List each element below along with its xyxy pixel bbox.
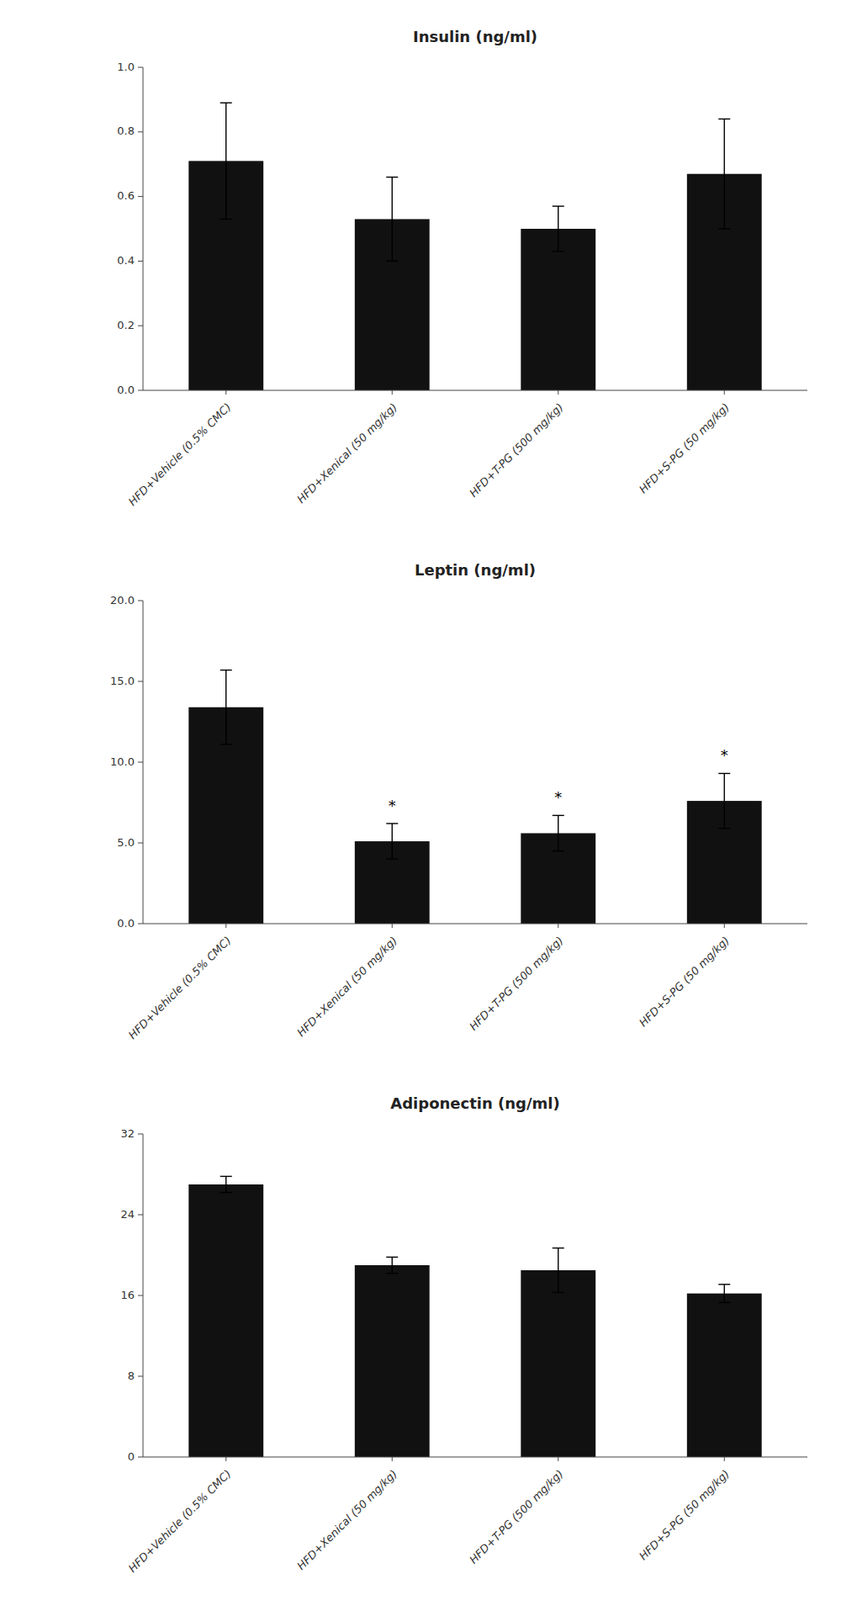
- y-tick: [137, 390, 143, 392]
- error-bar: [386, 823, 398, 859]
- y-tick-label: 24: [120, 1207, 135, 1221]
- y-tick-label: 0.8: [116, 124, 135, 138]
- category-label: HFD+S-PG (50 mg/kg): [636, 1466, 732, 1562]
- x-tick: [724, 923, 725, 928]
- y-axis: [142, 1133, 144, 1457]
- error-bar: [220, 1175, 233, 1192]
- error-bar: [552, 814, 565, 851]
- y-tick: [137, 842, 143, 844]
- y-tick-label: 10.0: [110, 755, 135, 768]
- bar: [188, 1184, 264, 1457]
- y-tick-label: 0.0: [116, 916, 135, 930]
- bar: [687, 1293, 762, 1457]
- y-tick-label: 32: [120, 1126, 135, 1140]
- x-tick: [724, 390, 725, 395]
- y-tick-label: 0.6: [116, 189, 135, 202]
- category-label: HFD+S-PG (50 mg/kg): [636, 933, 732, 1029]
- y-tick: [137, 195, 143, 197]
- error-bar: [718, 772, 731, 828]
- significance-marker: *: [388, 796, 397, 815]
- error-bar: [220, 670, 233, 745]
- x-tick: [557, 923, 559, 928]
- x-tick: [724, 1456, 725, 1461]
- x-tick: [225, 390, 227, 395]
- y-tick-label: 16: [120, 1288, 135, 1302]
- y-axis: [142, 600, 144, 924]
- y-tick: [137, 67, 143, 69]
- x-tick: [391, 923, 393, 928]
- category-label: HFD+Vehicle (0.5% CMC): [126, 400, 234, 508]
- category-label: HFD+Xenical (50 mg/kg): [294, 400, 400, 506]
- figure: Insulin (ng/ml) 0.0 0.2 0.4 0.6 0.8 1.0 HFD+Veh…: [0, 0, 857, 1600]
- bar: [354, 1264, 430, 1457]
- category-label: HFD+T-PG (500 mg/kg): [466, 933, 566, 1032]
- x-axis: [142, 1456, 808, 1458]
- panel: Leptin (ng/ml) 0.0 5.0 10.0 15.0 20.0 * * * HFD+V…: [110, 560, 808, 1042]
- x-tick: [225, 923, 227, 928]
- y-tick-label: 0.0: [116, 383, 135, 397]
- bar: [520, 1269, 596, 1457]
- y-tick-label: 0.2: [116, 318, 135, 332]
- y-tick-label: 0: [127, 1449, 135, 1463]
- significance-marker: *: [554, 788, 562, 806]
- significance-marker: *: [720, 745, 729, 764]
- marks: [188, 102, 762, 391]
- x-axis: [142, 390, 808, 392]
- error-bar: [386, 177, 398, 262]
- error-bar: [552, 206, 565, 252]
- y-tick: [137, 923, 143, 925]
- x-tick: [391, 390, 393, 395]
- panel-title: Adiponectin (ng/ml): [390, 1094, 560, 1112]
- x-tick: [557, 390, 559, 395]
- category-label: HFD+Xenical (50 mg/kg): [294, 933, 400, 1039]
- y-axis: [142, 67, 144, 391]
- bar: [520, 228, 596, 391]
- y-tick-label: 5.0: [116, 835, 135, 849]
- y-tick: [137, 1375, 143, 1377]
- error-bar: [718, 1284, 731, 1303]
- y-tick: [137, 1133, 143, 1135]
- x-tick: [225, 1456, 227, 1461]
- y-tick: [137, 131, 143, 133]
- category-label: HFD+Vehicle (0.5% CMC): [126, 1466, 234, 1575]
- error-bar: [552, 1248, 565, 1293]
- y-tick-label: 15.0: [110, 674, 135, 688]
- x-tick: [391, 1456, 393, 1461]
- category-label: HFD+Xenical (50 mg/kg): [294, 1466, 400, 1572]
- panel: Adiponectin (ng/ml) 0 8 16 24 32 HFD+Vehicle (…: [120, 1094, 808, 1575]
- x-tick: [557, 1456, 559, 1461]
- category-label: HFD+T-PG (500 mg/kg): [466, 1466, 566, 1566]
- y-tick: [137, 761, 143, 763]
- x-axis: [142, 923, 808, 925]
- y-tick: [137, 325, 143, 327]
- marks: [188, 670, 762, 924]
- panel-title: Leptin (ng/ml): [414, 560, 536, 579]
- panel-title: Insulin (ng/ml): [412, 27, 538, 46]
- error-bar: [220, 102, 233, 219]
- category-label: HFD+T-PG (500 mg/kg): [466, 400, 566, 499]
- y-tick: [137, 1214, 143, 1216]
- panel: Insulin (ng/ml) 0.0 0.2 0.4 0.6 0.8 1.0 HFD+Veh…: [116, 27, 808, 508]
- y-tick-label: 20.0: [110, 593, 135, 607]
- y-tick-label: 1.0: [116, 60, 135, 74]
- y-tick: [137, 1456, 143, 1458]
- error-bar: [386, 1256, 398, 1273]
- y-tick: [137, 600, 143, 602]
- y-tick-label: 0.4: [116, 253, 135, 267]
- marks: [188, 1175, 762, 1457]
- y-tick-label: 8: [127, 1369, 135, 1382]
- y-tick: [137, 260, 143, 262]
- error-bar: [718, 118, 731, 229]
- y-tick: [137, 1295, 143, 1297]
- category-label: HFD+S-PG (50 mg/kg): [636, 400, 732, 496]
- y-tick: [137, 681, 143, 683]
- category-label: HFD+Vehicle (0.5% CMC): [126, 933, 234, 1042]
